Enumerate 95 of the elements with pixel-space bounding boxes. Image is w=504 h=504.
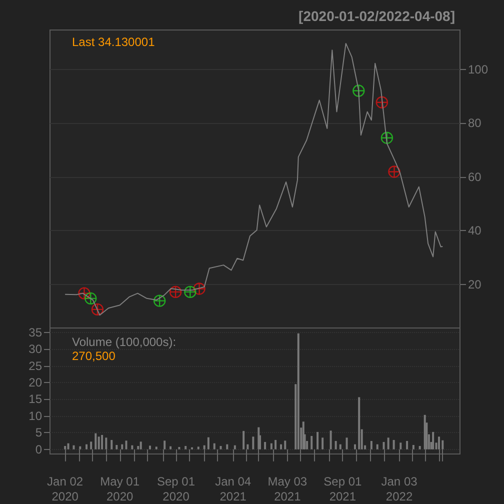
bar bbox=[64, 446, 66, 450]
annotation: Last 34.130001 bbox=[72, 35, 156, 49]
bar bbox=[220, 446, 222, 450]
y-tick-label: 25 bbox=[28, 358, 42, 373]
bar bbox=[116, 444, 118, 450]
point bbox=[193, 282, 206, 295]
point bbox=[78, 287, 90, 300]
bar bbox=[94, 433, 97, 450]
y-tick-label: 100 bbox=[468, 62, 488, 76]
bar bbox=[310, 436, 313, 450]
bar bbox=[418, 446, 421, 450]
bar bbox=[125, 440, 128, 450]
bar bbox=[358, 397, 360, 450]
y-tick-label: 0 bbox=[35, 442, 42, 456]
bar bbox=[387, 438, 390, 450]
bar bbox=[406, 440, 408, 450]
x-tick-label: Jan 03 2022 bbox=[381, 474, 418, 504]
y-tick-label: 10 bbox=[28, 408, 42, 423]
bar bbox=[284, 440, 286, 450]
bar bbox=[376, 444, 378, 450]
y-tick-label: 5 bbox=[35, 426, 42, 440]
bar bbox=[339, 444, 342, 450]
point bbox=[376, 96, 388, 108]
bar bbox=[155, 446, 158, 450]
bar bbox=[137, 446, 140, 450]
bar bbox=[370, 440, 372, 450]
bar bbox=[164, 440, 166, 450]
x-tick-label: Jan 04 2021 bbox=[215, 474, 252, 504]
bar bbox=[346, 438, 348, 450]
bar bbox=[184, 446, 187, 450]
bar bbox=[400, 442, 402, 450]
bar bbox=[121, 444, 124, 450]
annotation: Volume (100,000s): bbox=[72, 335, 176, 349]
bar bbox=[334, 440, 337, 450]
bar bbox=[197, 446, 200, 450]
bar bbox=[438, 436, 440, 450]
x-tick-label: May 03 2021 bbox=[268, 474, 308, 504]
bar bbox=[297, 333, 300, 450]
bar bbox=[72, 445, 75, 450]
bar bbox=[140, 442, 142, 450]
bar bbox=[252, 436, 254, 450]
bar bbox=[354, 444, 356, 450]
point bbox=[84, 292, 97, 305]
bar bbox=[330, 430, 332, 450]
bar bbox=[98, 436, 100, 450]
x-tick-label: Sep 01 2021 bbox=[324, 474, 362, 504]
bar bbox=[322, 438, 324, 450]
y-tick-label: 35 bbox=[28, 325, 42, 340]
point bbox=[91, 303, 104, 316]
bar bbox=[382, 442, 385, 450]
bar bbox=[280, 444, 282, 450]
bar bbox=[131, 445, 134, 450]
bar bbox=[148, 446, 151, 450]
bar bbox=[105, 438, 108, 450]
y-tick-label: 80 bbox=[468, 116, 482, 130]
y-tick-label: 30 bbox=[28, 342, 42, 356]
bar bbox=[264, 442, 266, 450]
bar bbox=[226, 444, 228, 450]
bar bbox=[203, 445, 206, 450]
bar bbox=[170, 446, 172, 450]
point bbox=[380, 132, 394, 144]
annotation: 270,500 bbox=[72, 349, 116, 363]
x-tick-label: Jan 02 2020 bbox=[47, 474, 84, 504]
bar bbox=[110, 440, 113, 450]
bar bbox=[101, 434, 104, 450]
bar bbox=[274, 440, 277, 450]
bar bbox=[392, 440, 395, 450]
bar bbox=[86, 444, 88, 450]
bar bbox=[316, 432, 319, 450]
chart-title: [2020-01-02/2022-04-08] bbox=[298, 8, 456, 24]
bar bbox=[90, 442, 92, 450]
point bbox=[388, 166, 400, 178]
x-tick-label: May 01 2020 bbox=[100, 474, 140, 504]
bar bbox=[178, 446, 180, 450]
bar bbox=[207, 437, 210, 450]
point bbox=[169, 286, 182, 298]
bar bbox=[442, 440, 444, 450]
x-tick-label: Sep 01 2020 bbox=[156, 474, 196, 504]
point bbox=[184, 286, 196, 298]
y-tick-label: 40 bbox=[468, 224, 482, 238]
bar bbox=[79, 446, 82, 450]
bar bbox=[412, 444, 414, 450]
bar bbox=[246, 444, 249, 450]
y-tick-label: 60 bbox=[468, 170, 482, 184]
bar bbox=[270, 443, 272, 450]
y-tick-label: 20 bbox=[28, 375, 42, 390]
point bbox=[153, 294, 166, 307]
bar bbox=[213, 443, 216, 450]
y-tick-label: 15 bbox=[28, 392, 42, 406]
point bbox=[352, 84, 365, 97]
bar bbox=[234, 445, 236, 450]
bar bbox=[67, 443, 70, 450]
y-tick-label: 20 bbox=[468, 277, 482, 292]
bar bbox=[242, 430, 245, 450]
bar bbox=[432, 432, 434, 450]
